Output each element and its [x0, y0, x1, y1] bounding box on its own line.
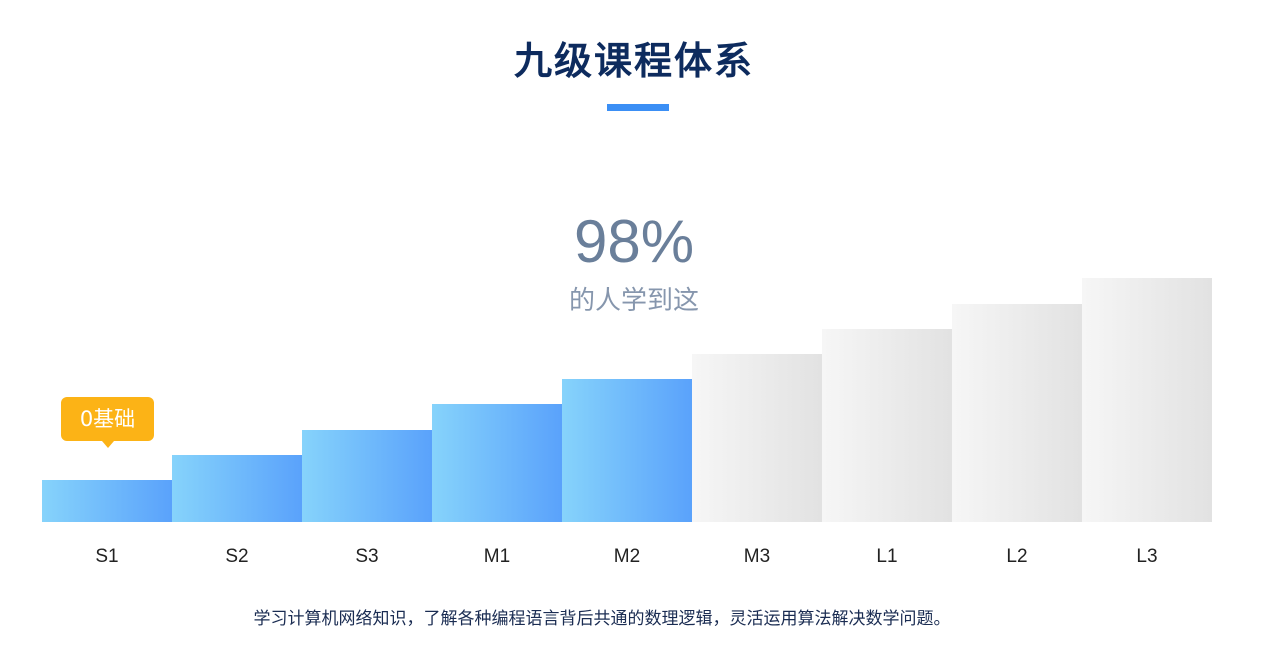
tick-label-l2: L2 [1006, 546, 1028, 567]
bar-m2 [562, 379, 692, 522]
tick-label-m1: M1 [483, 546, 511, 567]
tick-label-l3: L3 [1136, 546, 1158, 567]
level-chart: S1 S2 S3 M1 M2 M3 L1 L2 L3 [42, 278, 1212, 567]
page-title: 九级课程体系 [513, 39, 754, 83]
tick-label-s2: S2 [225, 546, 249, 567]
bar-s2 [172, 454, 302, 522]
tick-label-m2: M2 [613, 546, 641, 567]
tick-label-l1: L1 [876, 546, 898, 567]
stat-percentage: 98% [573, 208, 695, 275]
course-description: 学习计算机网络知识，了解各种编程语言背后共通的数理逻辑，灵活运用算法解决数学问题… [253, 609, 951, 629]
bar-s1 [42, 480, 172, 522]
bar-l3 [1082, 278, 1212, 522]
bar-l2 [952, 303, 1082, 522]
stat-caption: 的人学到这 [568, 286, 699, 316]
bar-m1 [432, 404, 562, 522]
bar-l1 [822, 328, 952, 522]
tick-label-s3: S3 [355, 546, 379, 567]
bar-s3 [302, 429, 432, 522]
zero-foundation-badge: 0基础 [61, 397, 154, 441]
title-underline [607, 104, 669, 111]
tick-label-m3: M3 [743, 546, 771, 567]
bar-m3 [692, 354, 822, 522]
tick-label-s1: S1 [95, 546, 119, 567]
badge-pointer [102, 441, 114, 448]
